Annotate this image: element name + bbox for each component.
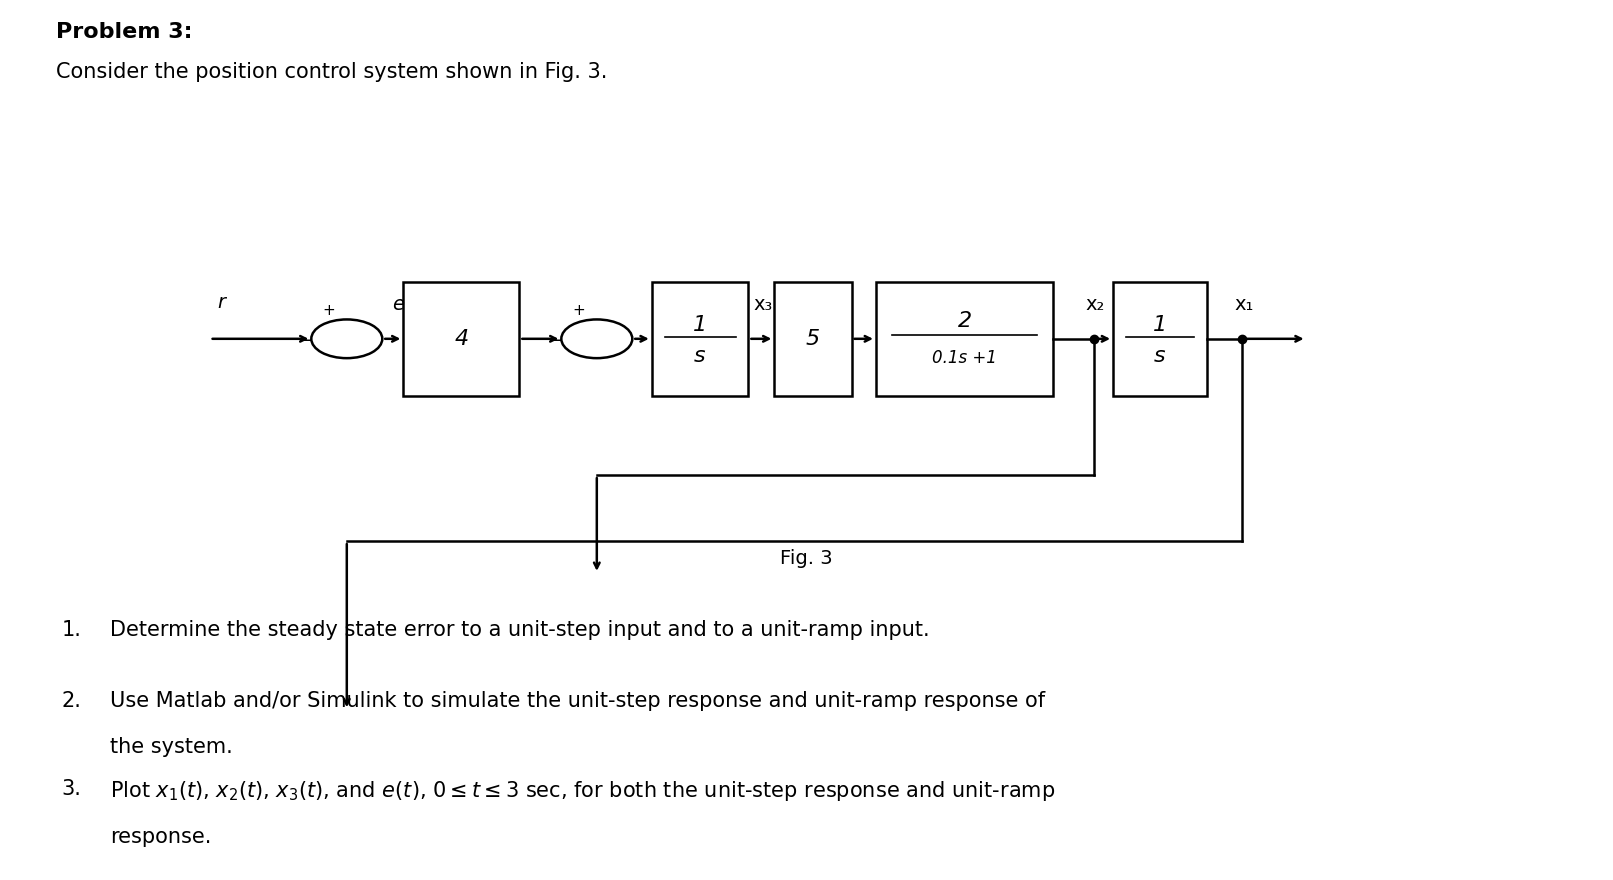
Text: Consider the position control system shown in Fig. 3.: Consider the position control system sho… xyxy=(56,62,608,82)
Text: x₂: x₂ xyxy=(1086,295,1105,314)
Text: 1: 1 xyxy=(694,315,706,334)
Text: e: e xyxy=(392,295,403,314)
Bar xyxy=(1113,282,1207,396)
Text: x₁: x₁ xyxy=(1234,295,1253,314)
Circle shape xyxy=(311,319,382,358)
Text: Use Matlab and/or Simulink to simulate the unit-step response and unit-ramp resp: Use Matlab and/or Simulink to simulate t… xyxy=(110,691,1045,711)
Text: s: s xyxy=(1153,347,1166,366)
Text: Fig. 3: Fig. 3 xyxy=(781,549,832,568)
Text: 4: 4 xyxy=(455,329,468,348)
Text: 5: 5 xyxy=(806,329,819,348)
Text: −: − xyxy=(547,332,563,349)
Bar xyxy=(403,282,519,396)
Text: Problem 3:: Problem 3: xyxy=(56,22,194,42)
Circle shape xyxy=(561,319,632,358)
Text: 1: 1 xyxy=(1153,315,1166,334)
Text: 0.1s +1: 0.1s +1 xyxy=(932,349,997,367)
Text: 1.: 1. xyxy=(61,620,81,641)
Text: r: r xyxy=(218,293,226,312)
Bar xyxy=(876,282,1053,396)
Text: s: s xyxy=(694,347,706,366)
Text: +: + xyxy=(573,303,586,319)
Text: the system.: the system. xyxy=(110,737,232,757)
Text: response.: response. xyxy=(110,827,211,847)
Bar xyxy=(652,282,748,396)
Text: 2.: 2. xyxy=(61,691,81,711)
Text: −: − xyxy=(297,332,313,349)
Text: +: + xyxy=(323,303,336,319)
Text: Plot $x_1(t)$, $x_2(t)$, $x_3(t)$, and $e(t)$, $0 \leq t \leq 3$ sec, for both t: Plot $x_1(t)$, $x_2(t)$, $x_3(t)$, and $… xyxy=(110,779,1055,803)
Text: Determine the steady state error to a unit-step input and to a unit-ramp input.: Determine the steady state error to a un… xyxy=(110,620,929,641)
Text: x₃: x₃ xyxy=(753,295,773,314)
Text: 3.: 3. xyxy=(61,779,81,799)
Bar xyxy=(774,282,852,396)
Text: 2: 2 xyxy=(958,312,971,331)
